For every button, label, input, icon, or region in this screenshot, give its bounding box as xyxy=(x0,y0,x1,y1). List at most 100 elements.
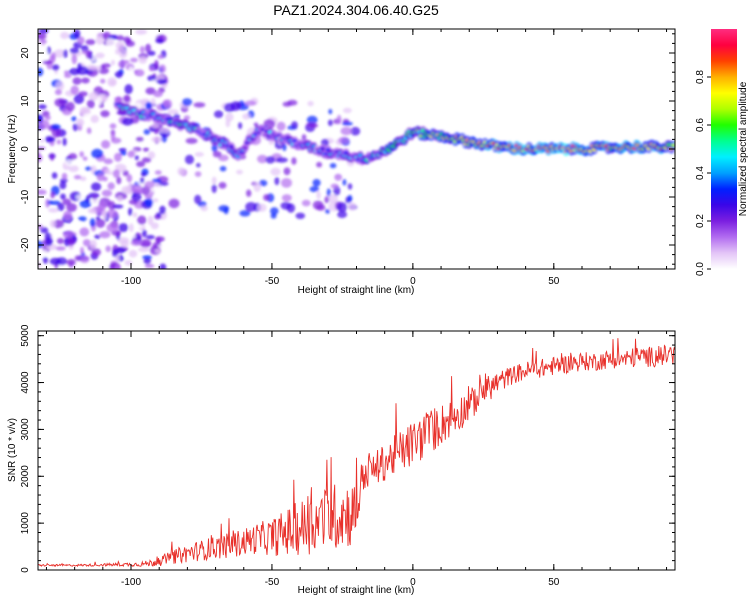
scatter-blob xyxy=(342,179,347,186)
noise-blob xyxy=(140,35,146,42)
scatter-blob xyxy=(291,121,298,129)
scatter-blob xyxy=(312,200,324,210)
noise-blob xyxy=(38,33,47,40)
noise-blob xyxy=(54,89,62,96)
noise-blob xyxy=(112,248,119,258)
scatter-blob xyxy=(329,163,337,169)
noise-blob xyxy=(103,158,114,165)
scatter-blob xyxy=(280,201,292,210)
scatter-blob xyxy=(274,177,280,186)
scatter-blob xyxy=(347,183,353,190)
noise-blob xyxy=(124,260,133,266)
noise-blob xyxy=(81,45,89,52)
noise-blob xyxy=(86,127,92,134)
noise-blob xyxy=(51,64,60,71)
scatter-blob xyxy=(270,167,281,176)
noise-blob xyxy=(155,237,161,244)
noise-blob xyxy=(79,176,87,182)
noise-blob xyxy=(136,161,146,168)
noise-blob xyxy=(152,90,163,98)
y-tick-label: -10 xyxy=(20,189,31,204)
scatter-blob xyxy=(154,170,162,175)
noise-blob xyxy=(68,165,79,173)
noise-blob xyxy=(81,77,90,84)
scatter-blob xyxy=(336,202,348,213)
snr-xlabel: Height of straight line (km) xyxy=(298,585,415,596)
noise-blob xyxy=(115,263,121,269)
noise-blob xyxy=(61,172,68,180)
scatter-blob xyxy=(306,115,318,125)
colorbar-tick-label: 0.2 xyxy=(695,214,706,228)
scatter-blob xyxy=(211,143,218,153)
noise-blob xyxy=(49,220,56,228)
noise-blob xyxy=(102,209,108,220)
noise-blob xyxy=(95,35,104,45)
noise-blob xyxy=(59,181,67,190)
noise-blob xyxy=(106,38,116,48)
scatter-blob xyxy=(257,203,267,212)
noise-blob xyxy=(77,63,82,71)
noise-blob xyxy=(73,29,81,39)
ridge-core xyxy=(670,143,675,147)
noise-blob xyxy=(95,216,100,221)
noise-blob xyxy=(154,59,159,70)
noise-blob xyxy=(79,199,92,209)
noise-blob xyxy=(114,152,122,162)
noise-blob xyxy=(86,64,98,71)
noise-blob xyxy=(130,57,138,63)
noise-blob xyxy=(63,210,73,221)
scatter-blob xyxy=(291,157,297,165)
noise-blob xyxy=(66,259,76,266)
noise-blob xyxy=(147,215,154,226)
noise-blob xyxy=(130,239,143,246)
x-tick-label: 0 xyxy=(410,577,416,588)
noise-blob xyxy=(102,176,108,182)
noise-blob xyxy=(142,229,147,238)
noise-blob xyxy=(94,234,101,239)
y-tick-label: 3000 xyxy=(20,418,31,441)
noise-blob xyxy=(40,138,45,143)
noise-blob xyxy=(109,80,117,85)
noise-blob xyxy=(38,153,43,163)
noise-blob xyxy=(157,54,164,60)
scatter-blob xyxy=(330,183,339,189)
noise-blob xyxy=(62,137,67,146)
scatter-blob xyxy=(219,166,227,172)
noise-blob xyxy=(42,60,53,65)
scatter-blob xyxy=(258,179,268,187)
noise-blob xyxy=(70,85,79,95)
noise-blob xyxy=(55,246,66,251)
noise-blob xyxy=(76,194,85,200)
noise-blob xyxy=(153,198,159,203)
noise-blob xyxy=(155,248,161,254)
scatter-blob xyxy=(244,100,257,106)
noise-blob xyxy=(67,237,75,247)
noise-blob xyxy=(138,247,150,253)
scatter-blob xyxy=(150,98,156,107)
scatter-blob xyxy=(158,181,169,186)
noise-blob xyxy=(125,40,135,47)
scatter-blob xyxy=(328,194,339,204)
y-tick-label: 5000 xyxy=(20,324,31,347)
noise-blob xyxy=(56,139,62,145)
noise-blob xyxy=(114,71,123,78)
scatter-blob xyxy=(340,127,353,136)
scatter-blob xyxy=(328,108,333,115)
scatter-blob xyxy=(337,210,348,219)
noise-blob xyxy=(72,123,79,132)
noise-blob xyxy=(112,169,120,178)
noise-blob xyxy=(98,200,107,211)
scatter-blob xyxy=(144,198,154,207)
noise-blob xyxy=(48,208,59,213)
scatter-blob xyxy=(167,109,179,115)
noise-blob xyxy=(44,114,51,121)
noise-blob xyxy=(133,69,139,74)
noise-blob xyxy=(62,230,74,239)
noise-blob xyxy=(148,66,155,72)
y-tick-label: 4000 xyxy=(20,371,31,394)
scatter-blob xyxy=(211,184,217,194)
scatter-blob xyxy=(239,210,251,217)
scatter-blob xyxy=(324,196,330,204)
